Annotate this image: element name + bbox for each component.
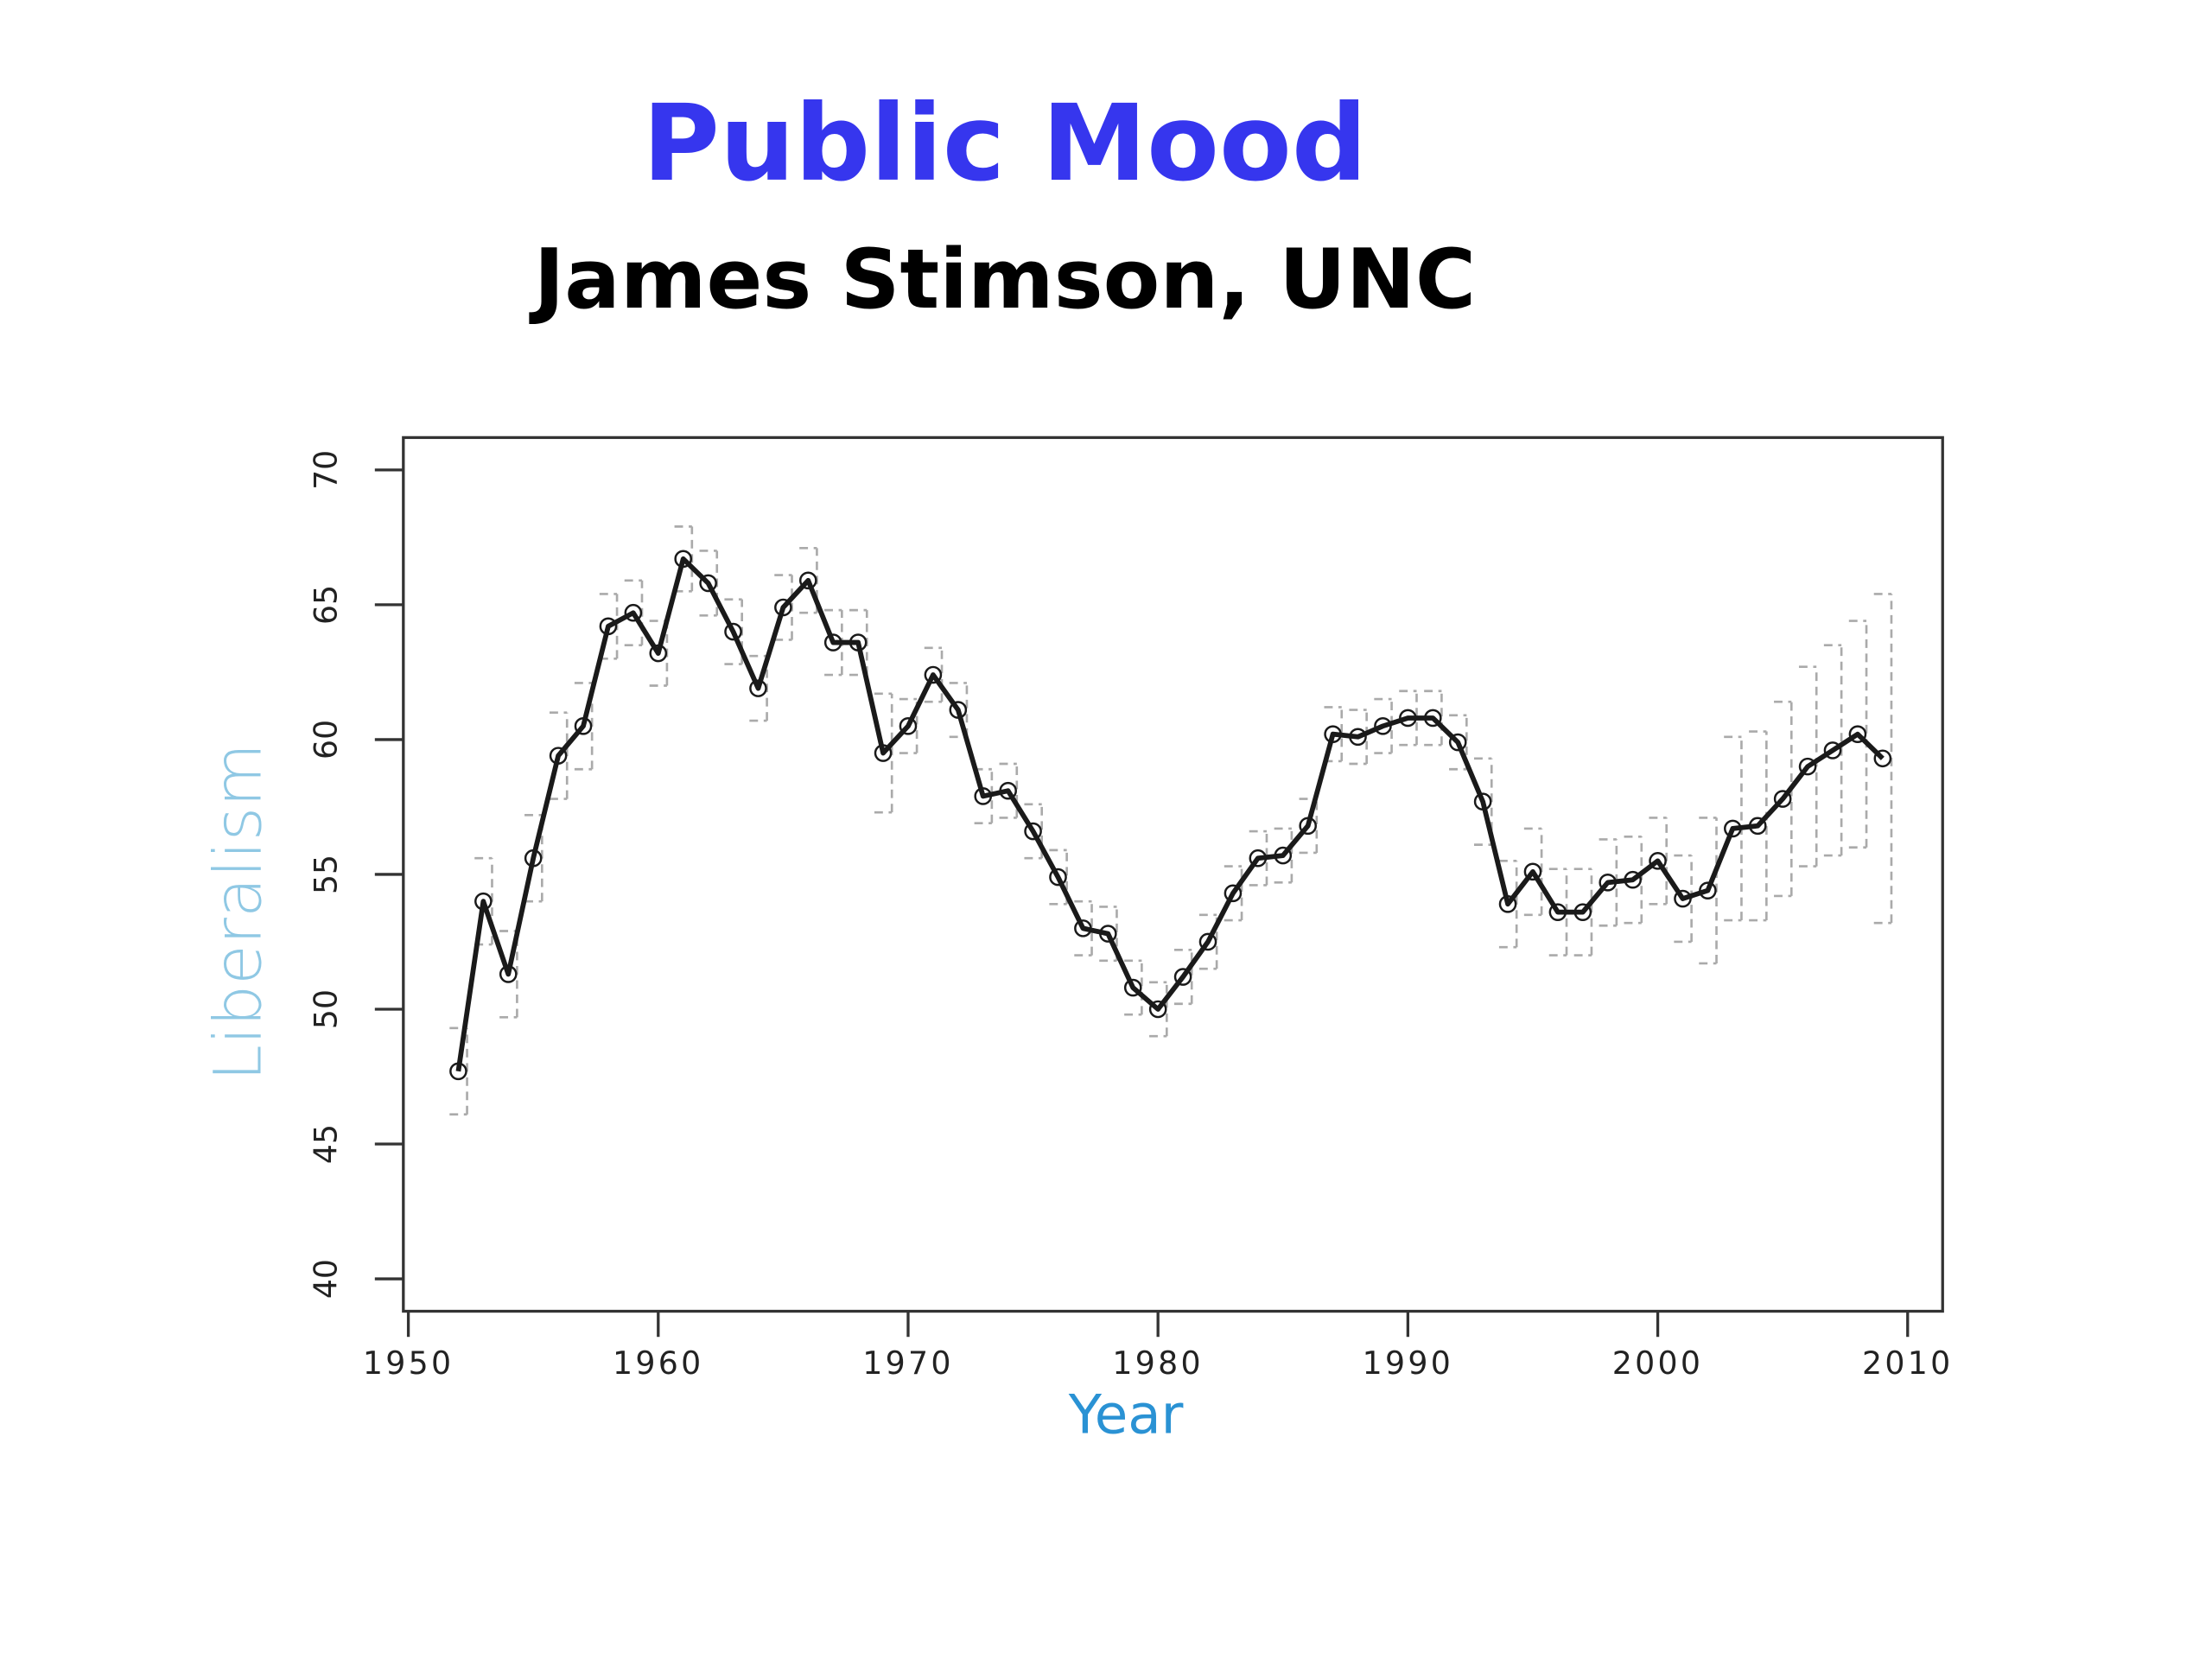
data-point — [599, 617, 618, 636]
data-point — [449, 1062, 467, 1081]
data-point — [1299, 817, 1318, 836]
data-point — [1148, 1000, 1167, 1019]
x-tick-label: 1990 — [1363, 1344, 1454, 1382]
data-point — [699, 574, 717, 593]
data-point — [1399, 709, 1417, 728]
data-point — [1699, 881, 1717, 899]
data-point — [549, 747, 568, 765]
data-point — [1548, 903, 1567, 921]
data-point — [798, 571, 817, 590]
data-point — [1773, 790, 1792, 808]
data-point — [1024, 822, 1042, 841]
data-point — [974, 787, 993, 805]
data-point — [1173, 968, 1192, 986]
x-tick-label: 2000 — [1612, 1344, 1703, 1382]
data-point — [1599, 874, 1618, 892]
data-point — [823, 633, 842, 652]
x-tick-label: 1960 — [613, 1344, 704, 1382]
data-point — [1798, 757, 1817, 776]
data-point — [1873, 749, 1892, 768]
data-point — [1573, 903, 1592, 921]
data-point — [1249, 849, 1268, 868]
data-point — [1423, 709, 1442, 728]
data-point — [1049, 868, 1067, 887]
data-point — [849, 633, 868, 652]
data-point — [724, 622, 742, 641]
data-point — [1848, 725, 1867, 743]
data-point — [1123, 978, 1142, 997]
data-point — [1674, 889, 1692, 908]
x-tick-label: 1970 — [862, 1344, 953, 1382]
data-point — [1099, 925, 1117, 943]
data-point — [624, 603, 643, 622]
y-tick-label: 45 — [307, 1124, 344, 1164]
data-point — [774, 598, 792, 617]
data-point — [1274, 846, 1293, 865]
data-point — [1349, 728, 1367, 747]
x-axis-label: Year — [1068, 1382, 1184, 1446]
data-point — [1649, 852, 1667, 870]
data-point — [1224, 884, 1243, 903]
y-tick-label: 50 — [307, 989, 344, 1029]
data-point — [1748, 817, 1767, 836]
x-tick-label: 1980 — [1112, 1344, 1204, 1382]
data-point — [1448, 733, 1467, 752]
data-point — [749, 679, 767, 697]
data-point — [924, 665, 943, 684]
data-point — [499, 965, 518, 983]
data-point — [674, 550, 693, 569]
y-tick-label: 55 — [307, 855, 344, 894]
x-tick-label: 2010 — [1862, 1344, 1954, 1382]
data-point — [999, 781, 1017, 800]
y-tick-label: 40 — [307, 1259, 344, 1299]
data-point — [474, 892, 493, 911]
y-axis-label: Liberalism — [200, 743, 276, 1081]
data-point — [1074, 919, 1092, 938]
y-tick-label: 70 — [307, 450, 344, 490]
data-point — [899, 717, 918, 735]
data-point — [1473, 792, 1492, 811]
data-point — [1498, 894, 1517, 913]
data-point — [574, 717, 593, 735]
data-point — [1523, 862, 1542, 881]
data-point — [649, 644, 668, 663]
y-tick-label: 65 — [307, 585, 344, 625]
y-tick-label: 60 — [307, 720, 344, 760]
data-point — [874, 744, 893, 762]
chart-title: Public Mood — [643, 82, 1368, 205]
chart-subtitle: James Stimson, UNC — [529, 231, 1476, 327]
data-point — [1724, 819, 1742, 838]
data-point — [1374, 717, 1392, 735]
data-point — [1324, 725, 1342, 743]
data-point — [949, 701, 968, 719]
x-tick-label: 1950 — [363, 1344, 454, 1382]
data-point — [1823, 741, 1842, 760]
mood-line — [455, 556, 1885, 1072]
data-point — [524, 849, 543, 868]
data-point — [1624, 870, 1642, 889]
data-point — [1198, 932, 1217, 951]
